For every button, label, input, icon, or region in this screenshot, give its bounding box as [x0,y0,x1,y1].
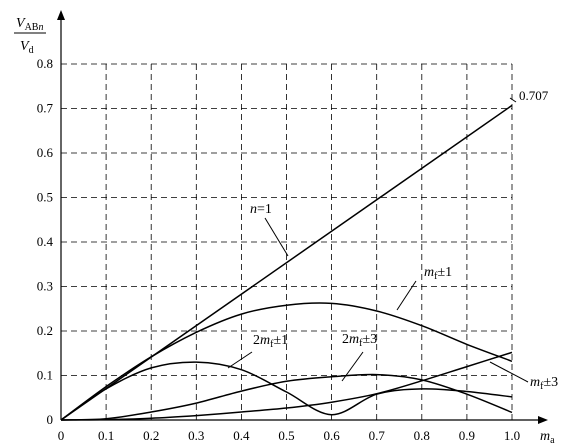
leader-line [489,361,529,383]
x-tick-label: 0.4 [233,428,250,443]
series-label: mf±3 [530,375,558,392]
y-axis-arrow [57,10,65,20]
y-tick-label: 0 [47,412,54,427]
x-tick-label: 0.1 [98,428,114,443]
x-tick-label: 0.2 [143,428,159,443]
x-tick-label: 0.3 [188,428,204,443]
grid [61,63,513,420]
y-tick-label: 0.3 [37,279,53,294]
x-axis-arrow [538,416,548,424]
leader-line [227,351,253,369]
x-tick-label: 0.6 [323,428,340,443]
axis-labels: VABn Vd ma [14,16,555,446]
series-label: 2mf±1 [253,333,288,350]
y-axis-label-denominator: Vd [20,39,34,56]
series-label: n=1 [250,202,272,217]
series-label: 2mf±3 [342,332,377,349]
tick-labels: 0 0.1 0.2 0.3 0.4 0.5 0.6 0.7 0.8 0.9 1.0 0 0.1 0.2 0.… [37,56,520,443]
leader-line [341,351,364,382]
x-tick-label: 1.0 [504,428,520,443]
x-tick-label: 0 [58,428,65,443]
y-tick-label: 0.6 [37,145,54,160]
series-label: mf±1 [424,265,452,282]
x-axis-label: ma [540,429,555,446]
annotations: n=1 mf±1 2mf±1 2mf±3 mf±3 0.707 [227,88,558,392]
curve-mf±1 [60,302,513,421]
x-tick-label: 0.8 [414,428,430,443]
series-curves [60,104,513,421]
curve-2mf±1 [60,361,513,421]
y-tick-label: 0.4 [37,234,54,249]
endpoint-leader [509,97,517,103]
axes [57,10,548,424]
y-tick-label: 0.5 [37,190,53,205]
y-tick-label: 0.8 [37,56,53,71]
x-tick-label: 0.5 [278,428,294,443]
leader-line [396,280,417,311]
y-axis-label-numerator: VABn [16,16,43,33]
y-tick-label: 0.7 [37,101,54,116]
y-tick-label: 0.1 [37,368,53,383]
curve-2mf±3 [60,373,513,421]
x-tick-label: 0.7 [369,428,386,443]
x-tick-label: 0.9 [459,428,475,443]
endpoint-label: 0.707 [519,88,549,103]
curve-n=1 [60,104,513,421]
y-tick-label: 0.2 [37,323,53,338]
leader-line [264,217,289,257]
curve-mf±3 [60,351,513,421]
